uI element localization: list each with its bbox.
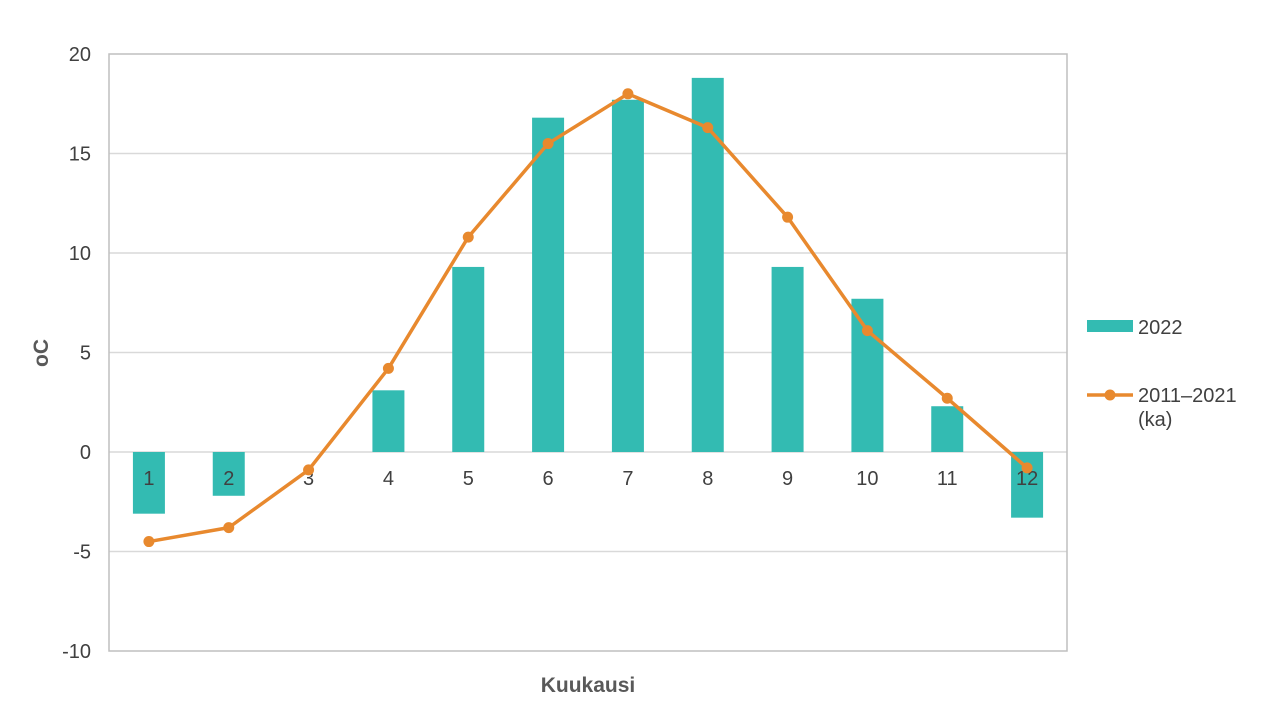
y-tick-labels: -10 -5 0 5 10 15 20 [62, 44, 91, 663]
gridlines [109, 152, 1067, 553]
line-2011-2021-path [148, 92, 1029, 544]
x-tick-label: 8 [702, 468, 713, 490]
x-tick-label: 7 [622, 468, 633, 490]
legend-swatch-2022 [1087, 320, 1133, 332]
line-point-month-9 [782, 211, 794, 223]
bar-2022-month-1 [132, 452, 165, 514]
legend: 2022 2011–2021 (ka) [1087, 317, 1237, 431]
y-axis-title: oC [30, 339, 53, 367]
x-tick-label: 1 [143, 468, 154, 490]
line-point-month-2 [223, 522, 235, 534]
x-tick-label: 6 [543, 468, 554, 490]
bar-2022-month-8 [691, 77, 724, 452]
x-tick-label: 5 [463, 468, 474, 490]
x-axis-title: Kuukausi [541, 674, 636, 697]
line-point-month-5 [462, 231, 474, 243]
y-tick-label: 15 [69, 144, 91, 166]
line-point-month-7 [622, 88, 634, 100]
legend-label-2011-2021-ka: (ka) [1138, 409, 1172, 431]
line-point-month-11 [941, 392, 953, 404]
line-point-month-10 [861, 325, 873, 337]
line-point-month-3 [303, 464, 315, 476]
bar-2022-month-5 [452, 266, 485, 452]
line-point-month-1 [143, 536, 155, 548]
x-tick-label: 9 [782, 468, 793, 490]
line-point-month-4 [382, 362, 394, 374]
x-tick-label: 3 [303, 468, 314, 490]
y-tick-label: 10 [69, 243, 91, 265]
bar-2022-month-6 [532, 117, 565, 453]
legend-swatch-2011-2021-marker [1104, 389, 1116, 401]
line-point-month-12 [1021, 462, 1033, 474]
y-tick-label: -5 [73, 542, 91, 564]
legend-label-2011-2021: 2011–2021 [1138, 385, 1237, 407]
x-tick-label: 4 [383, 468, 394, 490]
bar-series-2022 [132, 77, 1044, 518]
plot-area-border [108, 53, 1068, 652]
x-tick-label: 11 [937, 468, 958, 490]
x-tick-labels: 1 2 3 4 5 6 7 8 9 10 11 12 [143, 468, 1038, 490]
bar-2022-month-9 [771, 266, 804, 452]
bar-2022-month-11 [931, 406, 964, 452]
line-point-month-8 [702, 122, 714, 134]
bar-2022-month-2 [212, 452, 245, 496]
bar-2022-month-4 [372, 390, 405, 452]
y-tick-label: 0 [80, 442, 91, 464]
legend-label-2022: 2022 [1138, 317, 1183, 339]
line-point-month-6 [542, 138, 554, 150]
y-tick-label: 5 [80, 343, 91, 365]
line-series-2011-2021 [143, 88, 1033, 548]
bar-2022-month-10 [851, 298, 884, 452]
x-tick-label: 12 [1016, 468, 1038, 490]
y-tick-label: 20 [69, 44, 91, 66]
bar-2022-month-7 [611, 99, 644, 453]
x-tick-label: 10 [856, 468, 878, 490]
y-tick-label: -10 [62, 641, 91, 663]
x-tick-label: 2 [223, 468, 234, 490]
